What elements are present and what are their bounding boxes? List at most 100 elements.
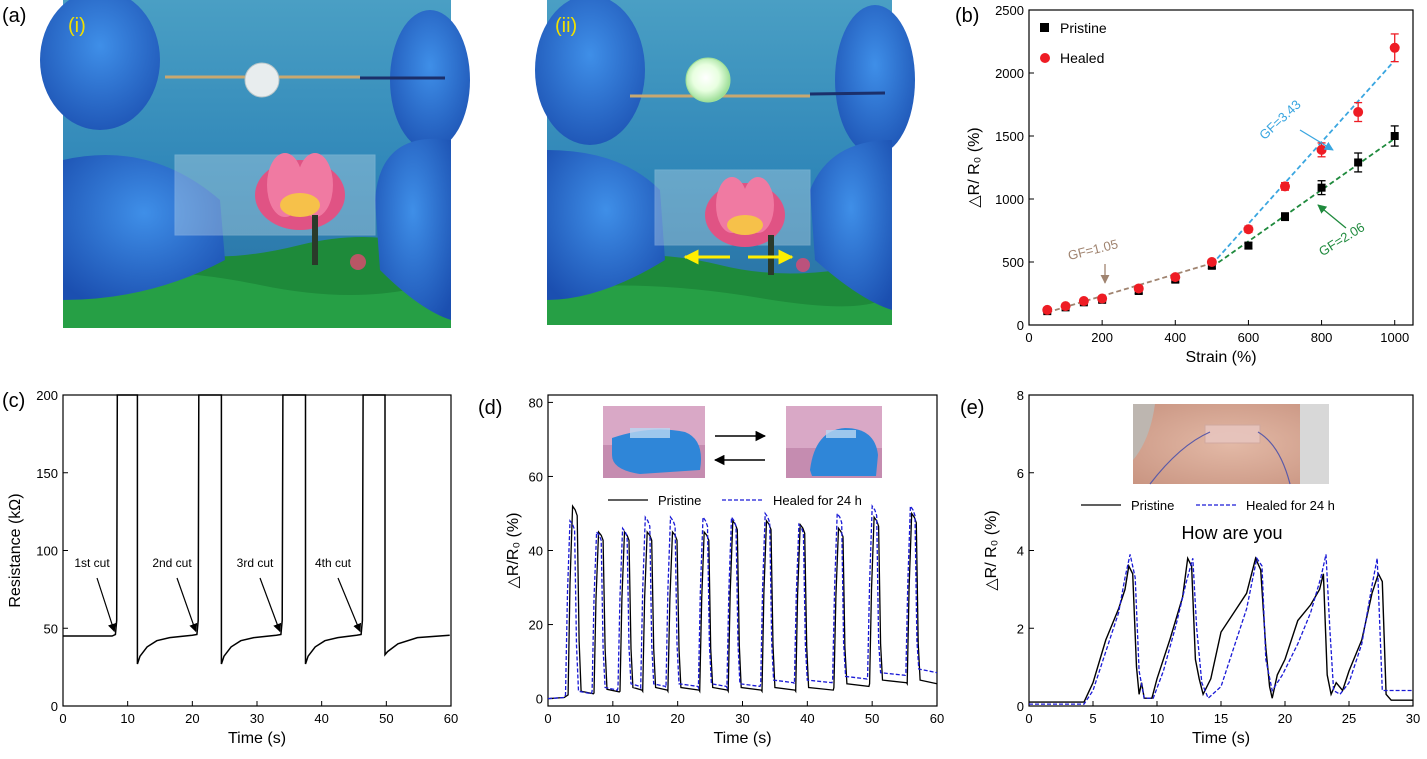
annotation-arrow	[96, 577, 116, 633]
arrow-gf-2.06	[1317, 204, 1347, 229]
x-tick-label: 60	[444, 711, 458, 726]
annotation-cut: 3rd cut	[237, 556, 274, 570]
annotation-cut: 4th cut	[315, 556, 352, 570]
chart-e: 0 5 10 15 20 25 30 0 2 4 6 8 Time (s) △R/ R₀ (%) Prist…	[983, 388, 1420, 747]
legend-marker-pristine	[1040, 23, 1049, 32]
data-point-healed	[1353, 107, 1364, 118]
x-tick-label: 0	[1025, 330, 1032, 345]
y-tick-label: 1500	[995, 129, 1024, 144]
x-tick-label: 10	[606, 711, 620, 726]
x-tick-label: 10	[120, 711, 134, 726]
x-axis-label: Strain (%)	[1185, 349, 1256, 366]
legend-label-pristine: Pristine	[1131, 498, 1174, 513]
legend-label-healed: Healed for 24 h	[773, 493, 862, 508]
x-tick-label: 20	[185, 711, 199, 726]
panel-d-label: (d)	[478, 397, 502, 419]
x-tick-label: 25	[1342, 711, 1356, 726]
photo-a-ii	[535, 0, 915, 325]
x-tick-label: 30	[250, 711, 264, 726]
fit-line	[1211, 59, 1396, 266]
annotation-arrow	[176, 577, 198, 633]
data-point-pristine	[1281, 212, 1289, 221]
data-point-healed	[1060, 301, 1071, 312]
y-axis-label: △R/R₀ (%)	[505, 513, 522, 589]
fit-line	[1047, 262, 1213, 314]
series-line-healed	[1029, 554, 1413, 705]
x-tick-label: 200	[1091, 330, 1113, 345]
chart-d: 0 10 20 30 40 50 60 0 20 40 60 80 Time (s) △R/R₀ (%) P…	[505, 394, 944, 747]
photo-e-neck	[1133, 404, 1329, 485]
legend-label-pristine: Pristine	[658, 493, 701, 508]
y-tick-label: 4	[1017, 544, 1024, 559]
sub-label-ii: (ii)	[555, 15, 577, 37]
sub-label-i: (i)	[68, 15, 86, 37]
x-tick-label: 20	[670, 711, 684, 726]
y-tick-label: 50	[44, 621, 58, 636]
x-axis-label: Time (s)	[228, 730, 286, 747]
x-tick-label: 600	[1238, 330, 1260, 345]
y-tick-label: 8	[1017, 388, 1024, 403]
y-tick-label: 40	[529, 544, 543, 559]
x-tick-label: 30	[1406, 711, 1420, 726]
arrow-gf-3.43	[1299, 129, 1334, 151]
series-line-healed	[547, 504, 938, 700]
x-tick-label: 50	[865, 711, 879, 726]
photo-d-finger-straight	[603, 406, 705, 478]
plot-frame	[62, 394, 452, 707]
y-tick-label: 0	[1017, 699, 1024, 714]
y-tick-label: 2	[1017, 621, 1024, 636]
data-point-healed	[1097, 293, 1108, 304]
data-point-healed	[1078, 296, 1089, 307]
y-axis-label: △R/ R₀ (%)	[983, 510, 1000, 590]
data-point-pristine	[1390, 132, 1399, 140]
y-tick-label: 6	[1017, 466, 1024, 481]
legend-label-healed: Healed	[1060, 50, 1104, 66]
chart-c: 0 10 20 30 40 50 60 0 50 100 150 200 Time (s) Resista…	[7, 388, 458, 747]
fit-line	[1211, 137, 1396, 268]
panel-c-label: (c)	[2, 390, 25, 412]
y-tick-label: 2500	[995, 3, 1024, 18]
y-tick-label: 0	[51, 699, 58, 714]
x-tick-label: 800	[1311, 330, 1333, 345]
chart-b: 0 200 400 600 800 1000 0 500 1000 1500 2000 2500 Str…	[966, 3, 1414, 366]
y-axis-label: △R/ R₀ (%)	[966, 127, 983, 207]
y-tick-label: 60	[529, 469, 543, 484]
data-point-healed	[1280, 181, 1290, 192]
plot-frame	[1028, 9, 1414, 326]
annotation-cut: 1st cut	[74, 556, 110, 570]
panel-e-label: (e)	[960, 397, 984, 419]
series-line-pristine	[547, 504, 938, 700]
y-tick-label: 2000	[995, 66, 1024, 81]
panel-b-label: (b)	[955, 5, 979, 27]
photo-a-i	[40, 0, 470, 328]
x-tick-label: 20	[1278, 711, 1292, 726]
led-on-icon	[685, 57, 731, 103]
y-tick-label: 0	[536, 692, 543, 707]
annotation-gf-3.43: GF=3.43	[1256, 97, 1303, 143]
annotation-gf-2.06: GF=2.06	[1316, 219, 1367, 259]
photo-d-finger-bent	[786, 406, 882, 478]
led-off-icon	[244, 62, 280, 98]
panel-a-label: (a)	[2, 5, 26, 27]
x-tick-label: 40	[314, 711, 328, 726]
data-point-pristine	[1317, 183, 1326, 192]
legend-marker-healed	[1040, 53, 1050, 63]
y-tick-label: 0	[1017, 318, 1024, 333]
x-tick-label: 0	[544, 711, 551, 726]
series-line-pristine	[1029, 555, 1413, 703]
data-point-healed	[1133, 283, 1144, 294]
data-point-healed	[1389, 42, 1400, 53]
x-tick-label: 0	[1025, 711, 1032, 726]
x-tick-label: 400	[1164, 330, 1186, 345]
annotation-how-are-you: How are you	[1181, 523, 1282, 543]
data-point-pristine	[1354, 158, 1363, 167]
x-tick-label: 30	[735, 711, 749, 726]
x-tick-label: 10	[1150, 711, 1164, 726]
lotus-flower	[255, 153, 366, 270]
data-point-healed	[1243, 224, 1254, 235]
y-tick-label: 150	[36, 466, 58, 481]
y-tick-label: 80	[529, 395, 543, 410]
x-tick-label: 1000	[1380, 330, 1409, 345]
x-tick-label: 60	[930, 711, 944, 726]
